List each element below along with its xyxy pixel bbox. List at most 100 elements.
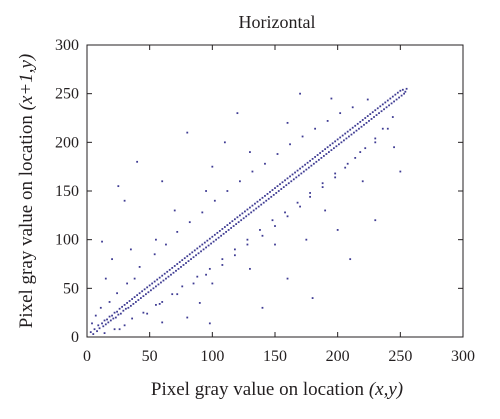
data-point	[401, 88, 404, 91]
data-point	[185, 262, 187, 264]
data-point	[339, 136, 342, 139]
data-point	[326, 146, 329, 149]
data-point	[173, 209, 176, 212]
data-point	[131, 317, 134, 320]
y-tick-label: 200	[55, 134, 79, 151]
data-point	[246, 238, 249, 241]
data-point	[153, 280, 156, 283]
data-point	[256, 200, 259, 203]
data-point	[92, 333, 95, 335]
data-point	[235, 223, 238, 225]
data-point	[400, 94, 403, 97]
data-point	[324, 209, 327, 212]
data-point	[173, 265, 176, 267]
data-point	[223, 141, 226, 144]
data-point	[286, 277, 289, 280]
data-point	[296, 169, 299, 172]
data-point	[158, 276, 161, 279]
data-point	[153, 253, 156, 256]
data-point	[371, 111, 374, 114]
data-point	[226, 224, 229, 226]
data-point	[271, 189, 274, 191]
data-point	[251, 204, 254, 207]
data-point	[196, 247, 199, 250]
data-point	[254, 202, 256, 205]
data-point	[166, 270, 169, 273]
data-point	[205, 190, 207, 192]
data-point	[345, 137, 348, 140]
data-point	[373, 116, 375, 118]
data-point	[132, 303, 135, 305]
data-point	[261, 306, 264, 309]
data-point	[239, 180, 241, 183]
data-point	[183, 257, 186, 260]
data-point	[339, 112, 342, 115]
data-point	[405, 87, 408, 90]
data-point	[239, 214, 241, 217]
data-point	[404, 90, 407, 93]
data-point	[226, 190, 229, 192]
data-point	[161, 301, 164, 303]
data-point	[215, 238, 217, 241]
data-point	[301, 165, 304, 168]
data-point	[365, 121, 368, 124]
data-point	[270, 195, 273, 198]
data-point	[374, 109, 377, 112]
data-point	[163, 272, 166, 275]
data-point	[346, 162, 349, 165]
data-point	[97, 324, 100, 327]
data-point	[262, 201, 265, 204]
data-point	[116, 292, 118, 295]
data-point	[399, 170, 402, 173]
data-point	[176, 293, 179, 296]
data-point	[123, 199, 126, 202]
data-point	[354, 124, 357, 127]
data-point	[181, 285, 184, 288]
data-point	[316, 154, 319, 156]
data-point	[165, 243, 167, 246]
data-point	[217, 236, 220, 239]
data-point	[161, 321, 164, 324]
data-point	[233, 248, 236, 251]
data-point	[335, 145, 338, 148]
data-point	[126, 282, 129, 285]
data-point	[101, 240, 103, 243]
data-point	[123, 324, 126, 327]
data-point	[321, 182, 324, 185]
data-point	[181, 259, 184, 262]
data-point	[386, 99, 389, 102]
data-point	[291, 173, 294, 176]
data-point	[143, 288, 146, 291]
data-point	[228, 222, 231, 225]
data-point	[374, 141, 377, 144]
data-point	[249, 267, 251, 270]
data-point	[156, 278, 159, 281]
data-point	[104, 277, 107, 280]
data-point	[379, 105, 382, 108]
data-point	[160, 281, 162, 284]
data-point	[139, 297, 142, 299]
data-point	[113, 311, 116, 314]
data-point	[103, 319, 106, 322]
data-point	[310, 164, 313, 167]
data-point	[305, 238, 308, 241]
data-point	[216, 231, 219, 234]
data-point	[299, 92, 301, 95]
data-point	[155, 285, 157, 288]
data-point	[112, 317, 115, 320]
data-point	[309, 195, 311, 198]
data-point	[142, 295, 145, 298]
data-point	[249, 151, 251, 153]
x-axis-title: Pixel gray value on location (x,y)	[151, 379, 403, 400]
data-point	[211, 165, 214, 168]
data-point	[284, 211, 286, 214]
data-point	[155, 238, 157, 241]
data-point	[203, 241, 206, 244]
data-point	[336, 229, 339, 231]
y-tick-label: 50	[63, 280, 79, 297]
data-point	[314, 156, 317, 158]
data-point	[206, 239, 209, 242]
data-point	[94, 314, 97, 317]
data-point	[277, 190, 280, 192]
data-point	[107, 321, 110, 324]
